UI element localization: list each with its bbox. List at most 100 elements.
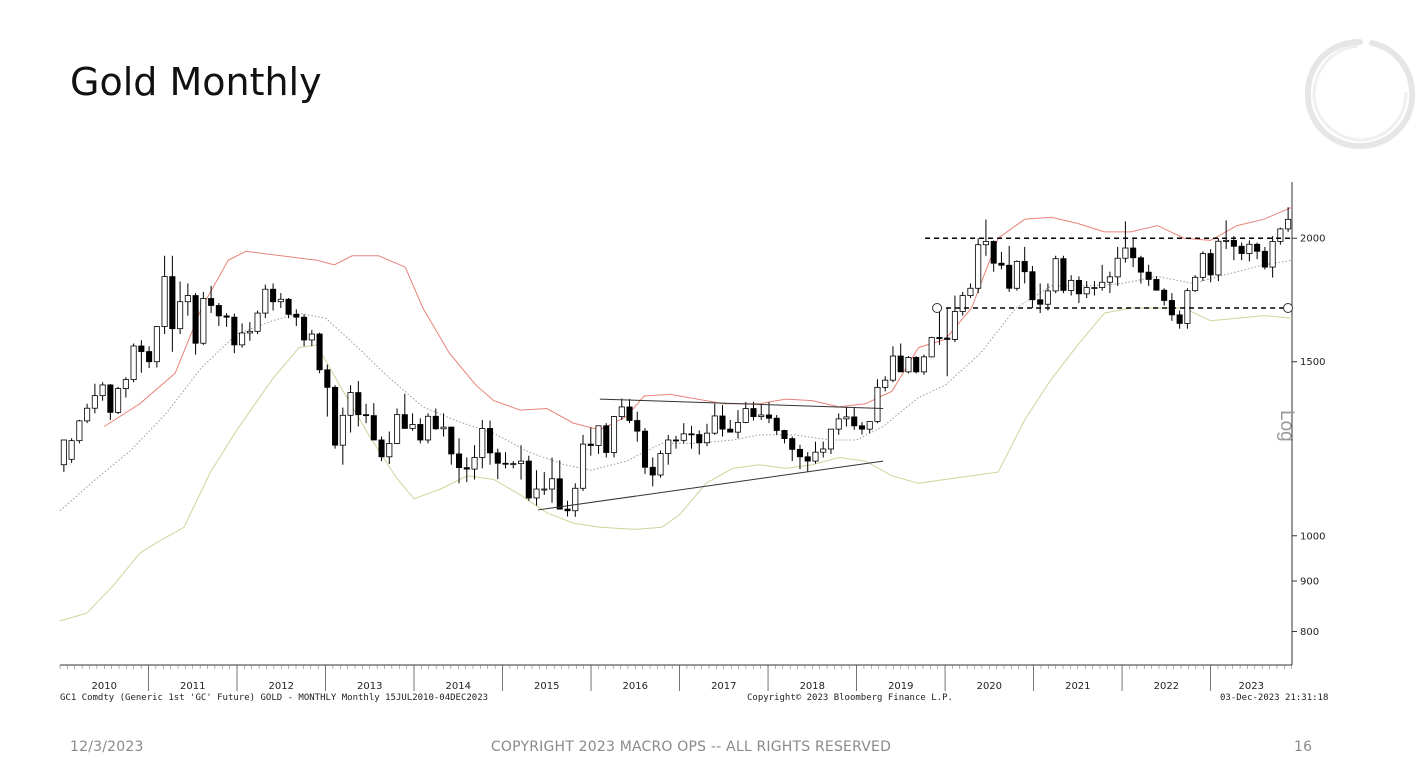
candle-body xyxy=(1207,253,1214,276)
candle-body xyxy=(672,439,680,442)
candle-body xyxy=(138,345,145,352)
x-tick-label: 2014 xyxy=(446,681,471,692)
x-tick-label: 2018 xyxy=(800,681,825,692)
candle-body xyxy=(533,488,540,499)
candle-body xyxy=(463,467,470,470)
candle-body xyxy=(982,241,989,246)
candle-body xyxy=(254,312,261,332)
candle-body xyxy=(487,428,494,454)
candle-body xyxy=(649,466,656,476)
candle-body xyxy=(889,355,896,381)
candle-body xyxy=(866,421,873,430)
range-left-marker xyxy=(932,302,943,313)
candle-body xyxy=(1075,279,1082,295)
candle-body xyxy=(913,357,920,373)
candle-body xyxy=(122,379,129,389)
x-tick-label: 2012 xyxy=(269,681,294,692)
mid-band-line xyxy=(59,259,1293,512)
candle-body xyxy=(239,332,246,346)
candle-body xyxy=(1044,290,1051,305)
candle-body xyxy=(541,488,548,491)
x-tick-label: 2016 xyxy=(623,681,648,692)
candle-body xyxy=(432,415,439,430)
candle-body xyxy=(355,392,362,416)
candle-body xyxy=(316,333,323,371)
candle-body xyxy=(789,438,796,450)
candle-body xyxy=(425,415,432,441)
candle-body xyxy=(897,355,904,373)
candle-body xyxy=(1223,239,1230,242)
slide-title: Gold Monthly xyxy=(70,60,322,104)
candle-body xyxy=(812,451,819,462)
x-tick-label: 2017 xyxy=(711,681,736,692)
candle-body xyxy=(417,424,424,441)
candle-body xyxy=(1060,258,1067,291)
candle-body xyxy=(339,414,346,446)
candle-body xyxy=(308,333,315,341)
log-scale-label: Log xyxy=(1276,410,1297,442)
candle-body xyxy=(502,462,509,465)
x-tick-label: 2019 xyxy=(888,681,913,692)
candle-body xyxy=(347,392,354,416)
candle-body xyxy=(525,460,532,499)
y-tick-label: 900 xyxy=(1300,576,1319,587)
candle-body xyxy=(665,439,672,454)
candle-body xyxy=(363,414,370,417)
candle-body xyxy=(1184,290,1191,324)
candle-body xyxy=(1238,245,1245,254)
candle-body xyxy=(587,443,594,446)
candle-body xyxy=(603,425,610,453)
candle-body xyxy=(835,418,842,430)
candle-body xyxy=(1215,240,1222,276)
candle-body xyxy=(990,241,997,264)
x-tick-label: 2015 xyxy=(534,681,559,692)
candle-body xyxy=(184,295,191,303)
candle-body xyxy=(858,425,865,430)
candle-body xyxy=(479,428,486,458)
candle-body xyxy=(277,298,284,303)
candle-body xyxy=(1052,258,1059,292)
candle-body xyxy=(332,386,339,446)
candle-body xyxy=(758,414,765,417)
candle-body xyxy=(192,295,199,344)
candle-body xyxy=(91,395,98,409)
candle-body xyxy=(223,315,230,318)
candle-body xyxy=(146,351,153,363)
x-tick-label: 2021 xyxy=(1065,681,1090,692)
candle-body xyxy=(556,478,563,510)
candle-body xyxy=(471,457,478,470)
candle-body xyxy=(851,416,858,427)
candle-body xyxy=(944,337,951,340)
candle-body xyxy=(215,305,222,317)
candle-body xyxy=(456,453,463,469)
candle-body xyxy=(727,428,734,433)
candle-body xyxy=(1006,264,1013,289)
candle-body xyxy=(688,433,695,436)
candle-body xyxy=(1285,218,1292,230)
candle-body xyxy=(773,417,780,431)
x-tick-label: 2013 xyxy=(357,681,382,692)
triangle-lower-trendline xyxy=(537,460,884,511)
candle-body xyxy=(1037,299,1044,305)
candle-body xyxy=(208,298,215,306)
footer-copyright: COPYRIGHT 2023 MACRO OPS -- ALL RIGHTS R… xyxy=(490,739,892,755)
candle-body xyxy=(386,443,393,458)
candle-body xyxy=(115,388,122,413)
candle-body xyxy=(626,406,633,421)
candle-body xyxy=(409,424,416,429)
security-description: GC1 Comdty (Generic 1st 'GC' Future) GOL… xyxy=(60,693,489,703)
candle-body xyxy=(1145,271,1152,280)
candle-body xyxy=(1068,279,1075,291)
candle-body xyxy=(1106,276,1113,283)
candle-body xyxy=(1254,243,1261,252)
candle-body xyxy=(750,408,757,417)
candle-body xyxy=(1192,276,1199,292)
candle-body xyxy=(169,276,176,330)
bloomberg-copyright: Copyright© 2023 Bloomberg Finance L.P. xyxy=(747,693,953,703)
lower-band-line xyxy=(59,307,1293,622)
candle-body xyxy=(107,384,114,413)
candle-body xyxy=(378,439,385,458)
candle-body xyxy=(820,448,827,453)
x-tick-label: 2023 xyxy=(1239,681,1264,692)
candle-body xyxy=(1137,257,1144,273)
